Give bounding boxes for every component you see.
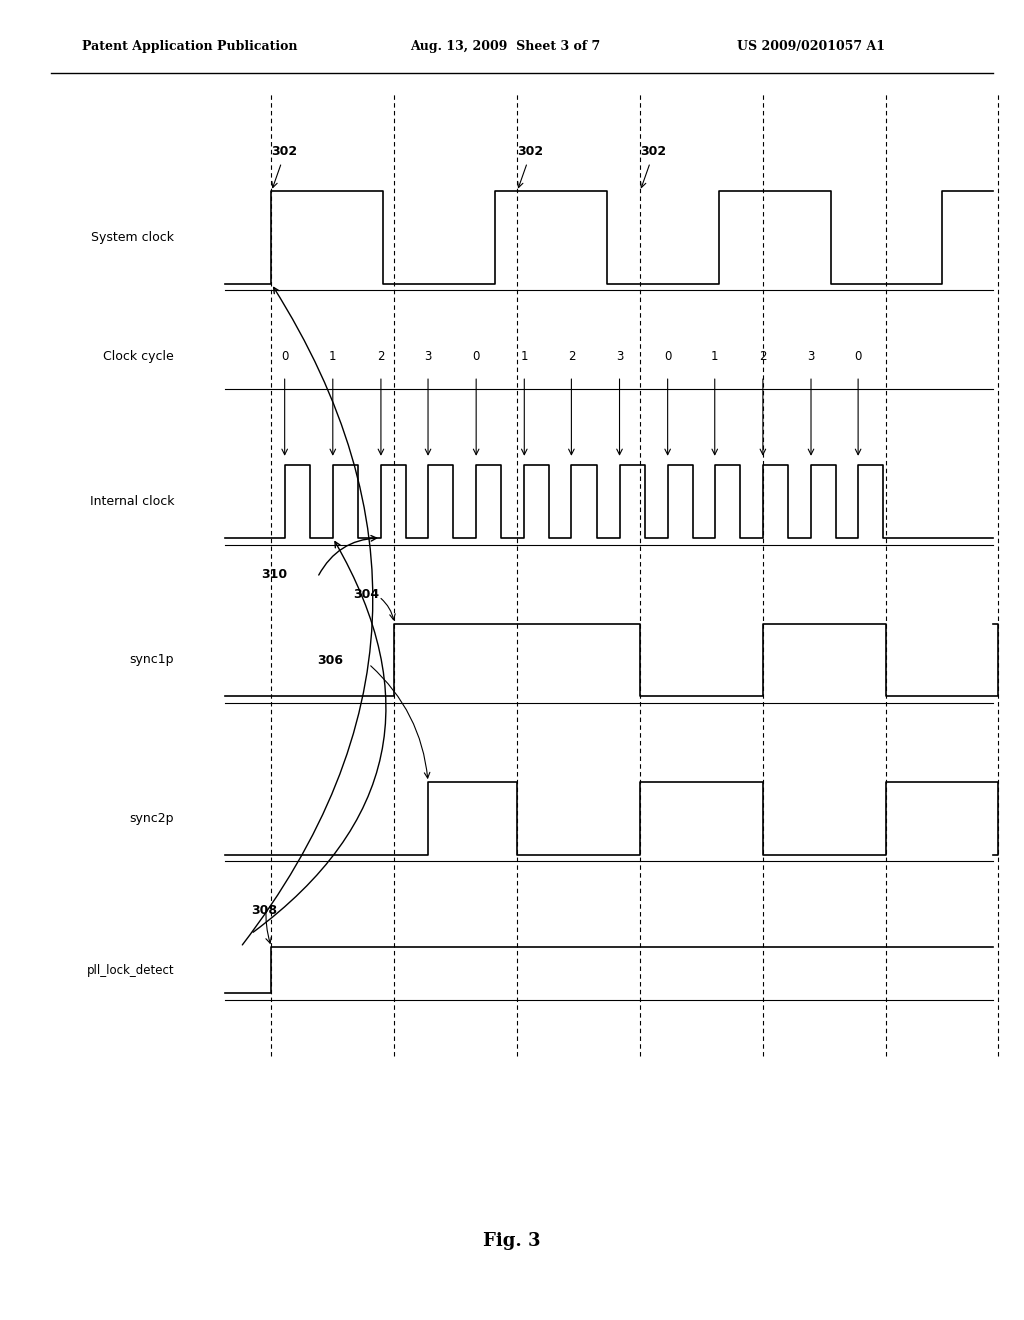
Text: 306: 306 [317,653,343,667]
Text: Aug. 13, 2009  Sheet 3 of 7: Aug. 13, 2009 Sheet 3 of 7 [410,40,600,53]
Text: Clock cycle: Clock cycle [103,350,174,363]
Text: 1: 1 [711,350,719,363]
Text: 302: 302 [640,145,667,158]
Text: 3: 3 [615,350,624,363]
Text: US 2009/0201057 A1: US 2009/0201057 A1 [737,40,886,53]
Text: 1: 1 [520,350,528,363]
Text: 0: 0 [854,350,862,363]
Text: 1: 1 [329,350,337,363]
Text: 308: 308 [251,904,276,917]
Text: 3: 3 [424,350,432,363]
Text: 302: 302 [517,145,544,158]
Text: System clock: System clock [91,231,174,244]
Text: 310: 310 [261,568,288,581]
Text: 2: 2 [567,350,575,363]
Text: Internal clock: Internal clock [89,495,174,508]
Text: sync2p: sync2p [130,812,174,825]
Text: 0: 0 [664,350,672,363]
Text: Patent Application Publication: Patent Application Publication [82,40,297,53]
Text: 0: 0 [472,350,480,363]
Text: 3: 3 [807,350,815,363]
Text: Fig. 3: Fig. 3 [483,1232,541,1250]
Text: 2: 2 [377,350,385,363]
Text: 0: 0 [281,350,289,363]
Text: pll_lock_detect: pll_lock_detect [86,964,174,977]
Text: 302: 302 [271,145,298,158]
Text: 304: 304 [353,587,380,601]
Text: 2: 2 [759,350,767,363]
Text: sync1p: sync1p [130,653,174,667]
